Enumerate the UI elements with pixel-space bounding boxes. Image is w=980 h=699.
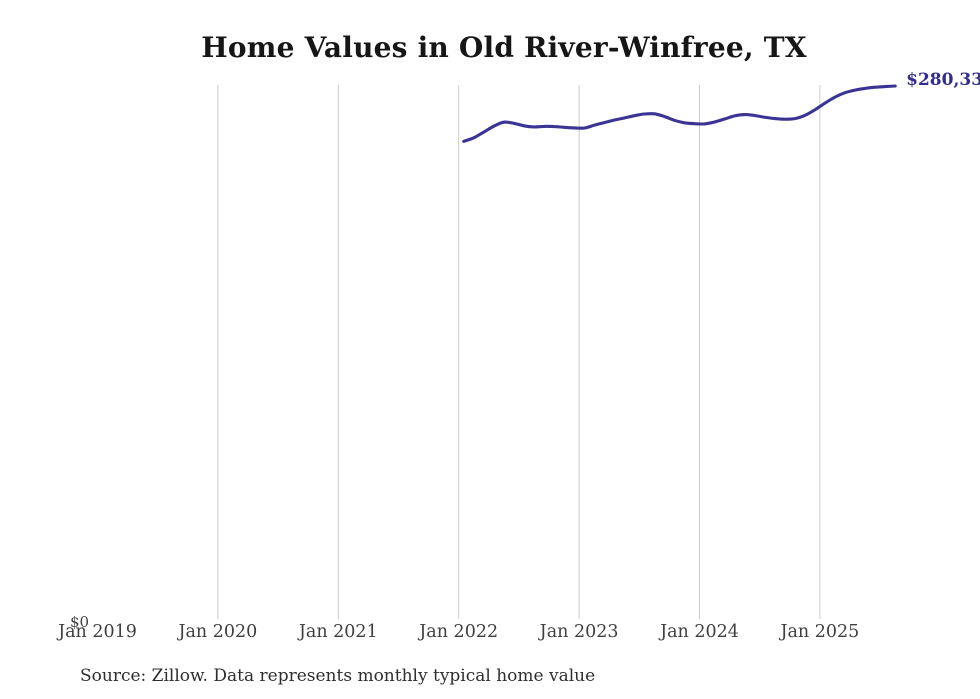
latest-value-label: $280,338 xyxy=(906,70,980,90)
x-tick-label: Jan 2021 xyxy=(298,622,378,642)
x-tick-label: Jan 2019 xyxy=(58,622,137,642)
vertical-gridlines xyxy=(217,85,821,619)
x-tick-label: Jan 2024 xyxy=(660,622,739,642)
x-tick-label: Jan 2022 xyxy=(419,622,499,642)
home-value-line xyxy=(462,84,897,143)
x-tick-label: Jan 2025 xyxy=(780,622,860,642)
source-note: Source: Zillow. Data represents monthly … xyxy=(80,666,596,686)
x-tick-label: Jan 2023 xyxy=(539,622,619,642)
chart-title: Home Values in Old River-Winfree, TX xyxy=(201,31,807,64)
y-axis-zero-label: $0 xyxy=(70,613,90,631)
x-tick-label: Jan 2020 xyxy=(178,622,258,642)
